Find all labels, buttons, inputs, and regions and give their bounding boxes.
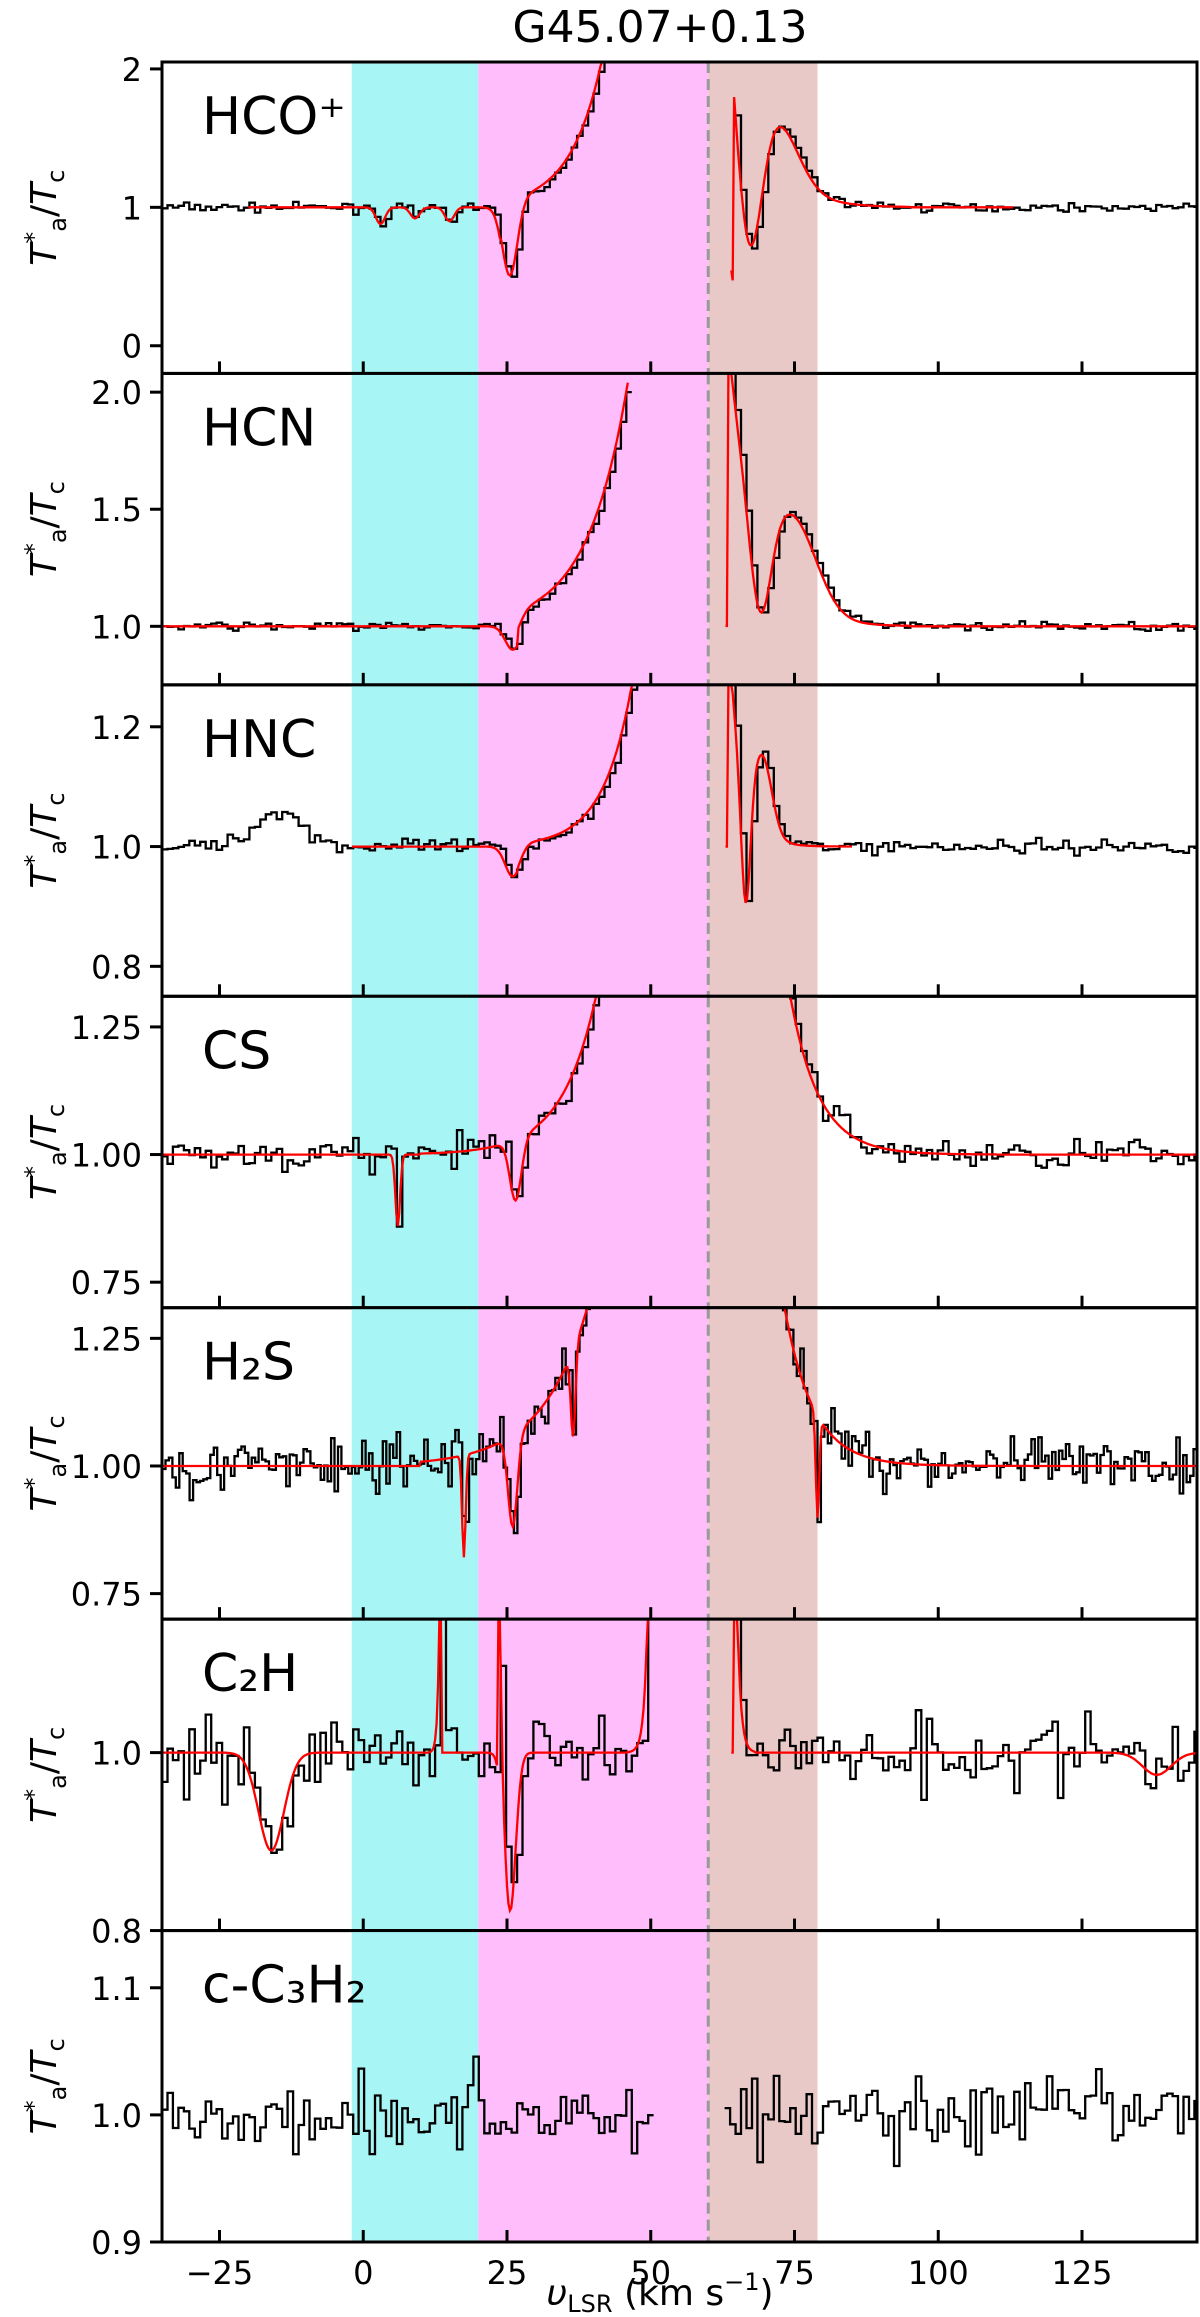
y-axis-label: T*a/Tc (20, 1415, 72, 1511)
molecule-label: C₂H (202, 1644, 298, 1704)
velocity-band-3 (708, 1619, 818, 1931)
y-tick-label: 0.8 (91, 948, 142, 986)
velocity-band-1 (351, 373, 479, 685)
velocity-band-1 (351, 1930, 479, 2242)
model-fit (162, 372, 1197, 651)
panel-frame (160, 1929, 1199, 2244)
y-tick-label: 2 (122, 51, 142, 89)
velocity-band-2 (478, 1307, 709, 1620)
panels: 0 1 2 HCO⁺ T*a/Tc 1.0 1.5 2.0 HCN T*a/Tc 0.8 1.0 1.2… (20, 51, 1199, 2292)
observed-spectrum (162, 1306, 1199, 1535)
observed-spectrum (162, 683, 1197, 903)
velocity-band-2 (478, 996, 709, 1308)
x-axis-label: υLSR (km s−1) (546, 2268, 773, 2317)
y-tick-label: 1.00 (71, 1137, 142, 1175)
x-tick-label: 125 (1051, 2254, 1112, 2292)
y-axis-label: T*a/Tc (20, 793, 72, 889)
model-fit (162, 1306, 1197, 1558)
y-axis-label: T*a/Tc (20, 1727, 72, 1823)
panel-4: 0.75 1.00 1.25 CS T*a/Tc (20, 994, 1199, 1310)
y-tick-label: 1.25 (71, 1320, 142, 1358)
x-tick-label: 100 (908, 2254, 969, 2292)
panel-5: 0.75 1.00 1.25 H₂S T*a/Tc (20, 1306, 1199, 1621)
y-tick-label: 2.0 (91, 374, 142, 412)
model-fit (351, 683, 852, 904)
velocity-band-2 (478, 62, 709, 374)
molecule-label: CS (202, 1021, 271, 1081)
x-tick-label: 50 (630, 2254, 671, 2292)
molecule-label: HCN (202, 398, 316, 458)
y-tick-label: 1.0 (91, 608, 142, 646)
panel-7: 0.9 1.0 1.1 −25 0 25 50 75 100 125 c-C₃H₂ T*a/Tc (20, 1929, 1199, 2292)
model-fit (162, 1617, 1198, 1914)
y-axis-label: T*a/Tc (20, 2038, 72, 2134)
y-axis-label: T*a/Tc (20, 481, 72, 577)
panel-3: 0.8 1.0 1.2 HNC T*a/Tc (20, 683, 1199, 998)
velocity-band-2 (478, 1930, 709, 2242)
y-tick-label: 0.8 (91, 1913, 142, 1951)
y-tick-label: 1.2 (91, 709, 142, 747)
panel-1: 0 1 2 HCO⁺ T*a/Tc (20, 51, 1199, 375)
y-tick-label: 1.0 (91, 2097, 142, 2135)
y-tick-label: 0.75 (71, 1576, 142, 1614)
y-tick-label: 1.0 (91, 1735, 142, 1773)
y-axis-label: T*a/Tc (20, 170, 72, 266)
velocity-band-3 (708, 996, 818, 1308)
velocity-band-2 (478, 684, 709, 997)
x-tick-label: 75 (774, 2254, 815, 2292)
molecule-label: HNC (202, 710, 316, 770)
velocity-band-3 (708, 1930, 818, 2242)
panel-2: 1.0 1.5 2.0 HCN T*a/Tc (20, 371, 1199, 687)
x-tick-label: 0 (353, 2254, 373, 2292)
model-fit (248, 60, 1013, 281)
chart-title: G45.07+0.13 (513, 2, 808, 53)
y-tick-label: 1.25 (71, 1009, 142, 1047)
y-tick-label: 0 (122, 328, 142, 366)
x-tick-label: 25 (487, 2254, 528, 2292)
molecule-label: HCO⁺ (202, 87, 346, 147)
y-tick-label: 1.5 (91, 491, 142, 529)
velocity-band-3 (708, 373, 818, 685)
y-tick-label: 1.00 (71, 1448, 142, 1486)
y-tick-label: 0.9 (91, 2224, 142, 2262)
y-tick-label: 1.0 (91, 829, 142, 867)
y-tick-label: 0.75 (71, 1264, 142, 1302)
molecule-label: H₂S (202, 1333, 295, 1393)
velocity-band-1 (351, 1619, 479, 1931)
panel-6: 0.8 1.0 C₂H T*a/Tc (20, 1617, 1199, 1951)
y-axis-label: T*a/Tc (20, 1104, 72, 1200)
y-tick-label: 1.1 (91, 1970, 142, 2008)
model-fit (162, 995, 1197, 1227)
molecule-label: c-C₃H₂ (202, 1956, 366, 2016)
x-tick-label: −25 (186, 2254, 254, 2292)
y-tick-label: 1 (122, 189, 142, 227)
observed-spectrum (162, 2055, 1197, 2168)
